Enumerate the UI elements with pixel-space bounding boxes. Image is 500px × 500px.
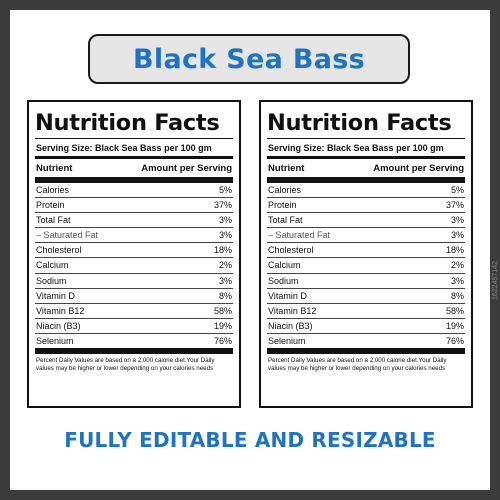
- nutrient-value: 18%: [445, 245, 464, 256]
- nutrient-name: – Saturated Fat: [36, 230, 99, 241]
- nutrient-value: 5%: [450, 185, 464, 195]
- nutrient-row: Cholesterol 18%: [35, 243, 233, 259]
- nutrient-name: Sodium: [268, 275, 299, 286]
- nutrient-row: Niacin (B3) 19%: [267, 319, 465, 334]
- divider: [267, 348, 465, 355]
- nutrient-value: 19%: [445, 320, 464, 331]
- nutrient-row: Protein 37%: [35, 198, 233, 214]
- nutrient-value: 3%: [450, 275, 464, 286]
- nutrient-row: Vitamin B12 58%: [35, 304, 233, 319]
- nutrient-list: Calories 5% Protein 37% Total Fat 3% – Saturat…: [35, 183, 233, 348]
- nutrient-name: Vitamin B12: [36, 305, 85, 316]
- nutrient-name: Sodium: [36, 275, 67, 286]
- poster-canvas: Black Sea Bass Nutrition Facts Serving S…: [10, 10, 499, 490]
- nutrient-row: Calcium 2%: [267, 258, 465, 274]
- nutrient-value: 37%: [445, 200, 464, 211]
- nutrient-row: Total Fat 3%: [35, 213, 233, 229]
- nutrient-value: 19%: [213, 320, 232, 331]
- nutrient-row: Calories 5%: [267, 183, 465, 199]
- nutrient-value: 3%: [450, 215, 464, 226]
- nutrient-value: 3%: [450, 230, 464, 241]
- nutrient-value: 37%: [213, 200, 232, 211]
- amount-column-header: Amount per Serving: [373, 163, 464, 174]
- serving-size: Serving Size: Black Sea Bass per 100 gm: [36, 143, 212, 153]
- nutrient-row: Niacin (B3) 19%: [35, 319, 233, 334]
- nutrient-name: Calories: [268, 185, 302, 195]
- nutrition-facts-heading: Nutrition Facts: [35, 110, 220, 136]
- serving-size: Serving Size: Black Sea Bass per 100 gm: [268, 143, 444, 153]
- footnote: Percent Daily Values are based on a 2,00…: [36, 357, 215, 373]
- nutrient-value: 3%: [218, 230, 232, 241]
- nutrient-name: Vitamin D: [268, 290, 307, 301]
- column-header-row: Nutrient Amount per Serving: [267, 159, 465, 177]
- nutrient-row: Calcium 2%: [35, 258, 233, 274]
- nutrient-value: 76%: [213, 335, 232, 346]
- nutrient-name: Vitamin D: [36, 290, 75, 301]
- nutrient-value: 58%: [213, 305, 232, 316]
- nutrient-row: – Saturated Fat 3%: [35, 228, 233, 244]
- nutrient-value: 5%: [218, 185, 232, 195]
- nutrient-value: 3%: [218, 215, 232, 226]
- footnote: Percent Daily Values are based on a 2,00…: [268, 357, 447, 373]
- nutrient-name: Calories: [36, 185, 70, 195]
- nutrient-value: 8%: [450, 290, 464, 301]
- divider: [267, 138, 465, 139]
- stock-id-watermark: 1622497142: [492, 261, 499, 300]
- nutrient-row: Sodium 3%: [267, 274, 465, 289]
- nutrient-name: Protein: [268, 200, 297, 211]
- nutrient-name: Total Fat: [36, 215, 71, 226]
- nutrient-name: Niacin (B3): [268, 320, 313, 331]
- nutrient-value: 2%: [218, 260, 232, 271]
- page-title: Black Sea Bass: [133, 43, 365, 75]
- divider: [35, 177, 233, 183]
- nutrient-row: Vitamin D 8%: [35, 289, 233, 304]
- nutrient-row: Selenium 76%: [35, 334, 233, 348]
- tagline: FULLY EDITABLE AND RESIZABLE: [64, 428, 436, 452]
- nutrient-row: Total Fat 3%: [267, 213, 465, 229]
- nutrient-name: Protein: [36, 200, 65, 211]
- nutrient-value: 3%: [218, 275, 232, 286]
- nutrient-name: Cholesterol: [268, 245, 314, 256]
- nutrient-row: Vitamin B12 58%: [267, 304, 465, 319]
- nutrient-name: Calcium: [36, 260, 69, 271]
- nutrient-name: Calcium: [268, 260, 301, 271]
- divider: [267, 177, 465, 183]
- nutrition-label-right: Nutrition Facts Serving Size: Black Sea …: [259, 100, 473, 408]
- column-header-row: Nutrient Amount per Serving: [35, 159, 233, 177]
- nutrition-facts-heading: Nutrition Facts: [267, 110, 452, 136]
- nutrient-row: Protein 37%: [267, 198, 465, 214]
- nutrient-value: 2%: [450, 260, 464, 271]
- divider: [35, 156, 233, 159]
- divider: [35, 138, 233, 139]
- nutrient-column-header: Nutrient: [268, 163, 305, 174]
- nutrient-column-header: Nutrient: [36, 163, 73, 174]
- nutrient-row: Cholesterol 18%: [267, 243, 465, 259]
- nutrient-row: Vitamin D 8%: [267, 289, 465, 304]
- nutrient-value: 76%: [445, 335, 464, 346]
- nutrient-row: Sodium 3%: [35, 274, 233, 289]
- nutrient-name: – Saturated Fat: [268, 230, 331, 241]
- nutrient-value: 8%: [218, 290, 232, 301]
- title-banner: Black Sea Bass: [88, 34, 410, 84]
- nutrient-value: 18%: [213, 245, 232, 256]
- nutrient-name: Selenium: [36, 335, 74, 346]
- nutrient-row: Selenium 76%: [267, 334, 465, 348]
- nutrient-name: Total Fat: [268, 215, 303, 226]
- nutrient-name: Vitamin B12: [268, 305, 317, 316]
- nutrient-name: Niacin (B3): [36, 320, 81, 331]
- divider: [35, 348, 233, 355]
- nutrition-label-left: Nutrition Facts Serving Size: Black Sea …: [27, 100, 241, 408]
- nutrient-name: Selenium: [268, 335, 306, 346]
- divider: [267, 156, 465, 159]
- nutrient-name: Cholesterol: [36, 245, 82, 256]
- nutrient-row: – Saturated Fat 3%: [267, 228, 465, 244]
- nutrient-value: 58%: [445, 305, 464, 316]
- amount-column-header: Amount per Serving: [141, 163, 232, 174]
- nutrient-list: Calories 5% Protein 37% Total Fat 3% – Saturat…: [267, 183, 465, 348]
- nutrient-row: Calories 5%: [35, 183, 233, 199]
